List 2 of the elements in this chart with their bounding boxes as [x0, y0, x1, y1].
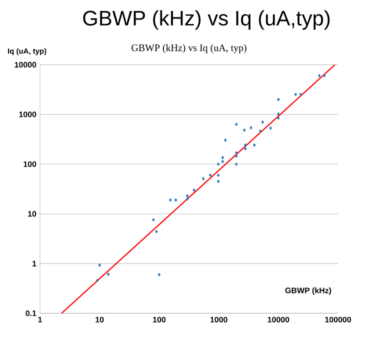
chart-subtitle: GBWP (kHz) vs Iq (uA, typ) [132, 44, 246, 54]
chart-title: GBWP (kHz) vs Iq (uA,typ) [83, 10, 330, 30]
